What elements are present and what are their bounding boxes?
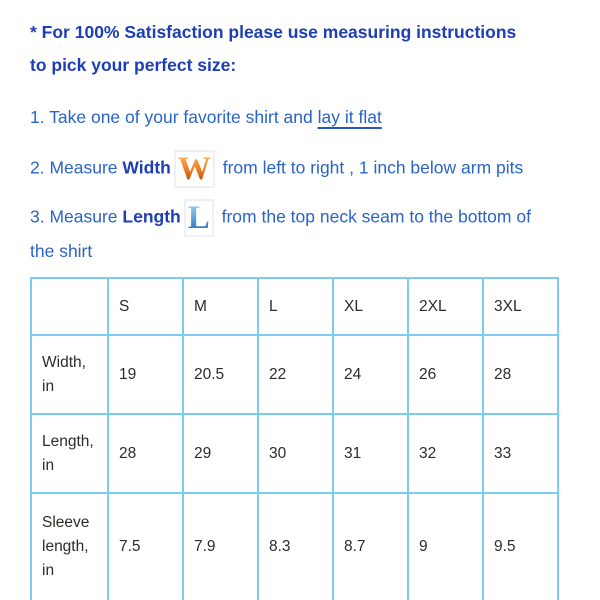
satisfaction-heading: * For 100% Satisfaction please use measu…	[30, 16, 572, 82]
corner-cell	[30, 277, 109, 336]
length-value-xl: 31	[332, 413, 409, 494]
column-header-s: S	[107, 277, 184, 336]
sleeve-value-3xl: 9.5	[482, 492, 559, 600]
width-value-m: 20.5	[182, 334, 259, 415]
length-value-s: 28	[107, 413, 184, 494]
step-1-text: 1. Take one of your favorite shirt and	[30, 107, 318, 127]
sleeve-length-row-label: Sleeve length, in	[42, 514, 90, 579]
step-3-continuation: the shirt	[30, 241, 93, 261]
step-3-suffix: from the top neck seam to the bottom of	[216, 206, 531, 227]
sleeve-value-m: 7.9	[182, 492, 259, 600]
heading-line-1: * For 100% Satisfaction please use measu…	[30, 22, 517, 42]
width-value-xl: 24	[332, 334, 409, 415]
sleeve-value-2xl: 9	[407, 492, 484, 600]
step-3-prefix: 3. Measure	[30, 206, 123, 227]
sleeve-value-l: 8.3	[257, 492, 334, 600]
heading-line-2: to pick your perfect size:	[30, 55, 237, 75]
width-letter-icon: W	[175, 151, 214, 187]
length-value-2xl: 32	[407, 413, 484, 494]
length-row-label: Length, in	[42, 432, 94, 474]
width-value-s: 19	[107, 334, 184, 415]
length-value-m: 29	[182, 413, 259, 494]
lay-it-flat-phrase: lay it flat	[317, 107, 382, 127]
sleeve-length-row: Sleeve length, in 7.5 7.9 8.3 8.7 9 9.5	[30, 492, 559, 600]
column-header-m: M	[182, 277, 259, 336]
sleeve-value-s: 7.5	[107, 492, 184, 600]
length-value-l: 30	[257, 413, 334, 494]
size-table-header-row: S M L XL 2XL 3XL	[30, 277, 559, 336]
column-header-xl: XL	[332, 277, 409, 336]
length-value-3xl: 33	[482, 413, 559, 494]
step-2-prefix: 2. Measure	[30, 157, 123, 178]
length-row: Length, in 28 29 30 31 32 33	[30, 413, 559, 494]
width-value-l: 22	[257, 334, 334, 415]
width-value-3xl: 28	[482, 334, 559, 415]
column-header-2xl: 2XL	[407, 277, 484, 336]
length-letter-icon: L	[185, 200, 213, 236]
width-keyword: Width	[122, 157, 171, 178]
size-chart-table: S M L XL 2XL 3XL Width, in 19 20.5 22 24…	[30, 277, 559, 600]
length-keyword: Length	[122, 206, 181, 227]
width-value-2xl: 26	[407, 334, 484, 415]
step-2-suffix: from left to right , 1 inch below arm pi…	[217, 157, 524, 178]
width-row: Width, in 19 20.5 22 24 26 28	[30, 334, 559, 415]
column-header-3xl: 3XL	[482, 277, 559, 336]
instruction-step-1: 1. Take one of your favorite shirt and l…	[30, 104, 572, 130]
instruction-step-2: 2. Measure Width W from left to right , 1…	[30, 151, 572, 187]
width-row-label: Width, in	[42, 353, 86, 395]
instruction-step-3: 3. Measure Length L from the top neck sea…	[30, 200, 572, 267]
sleeve-value-xl: 8.7	[332, 492, 409, 600]
column-header-l: L	[257, 277, 334, 336]
